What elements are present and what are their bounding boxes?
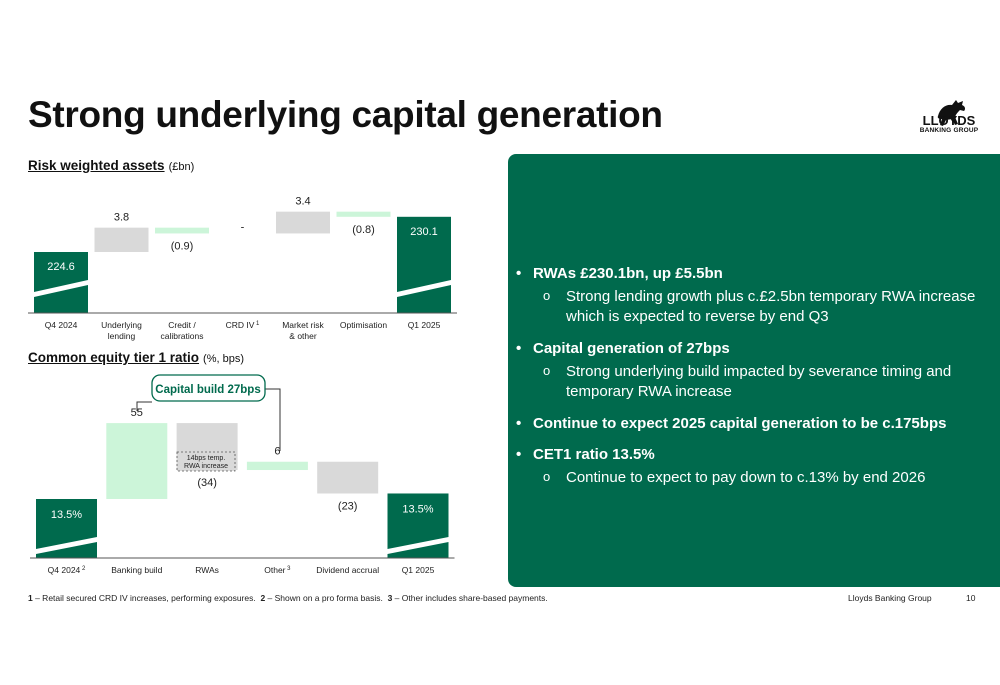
sub-bullet-pay-down: Continue to expect to pay down to c.13% … — [508, 467, 1000, 488]
footer-company: Lloyds Banking Group — [848, 593, 932, 603]
x-tick-label-credit-calibrations-1: calibrations — [161, 331, 204, 341]
footnotes: 1 – Retail secured CRD IV increases, per… — [28, 593, 548, 603]
axis-break-q4-2024 — [34, 280, 88, 297]
bar-dividend-accrual — [317, 461, 379, 494]
bullet-2025-guidance: Continue to expect 2025 capital generati… — [508, 414, 1000, 433]
key-points-panel: RWAs £230.1bn, up £5.5bn Strong lending … — [508, 154, 1000, 587]
x-tick-label-dividend-accrual: Dividend accrual — [316, 565, 379, 575]
bullet-rwas: RWAs £230.1bn, up £5.5bn — [508, 264, 1000, 283]
footnote-1-number: 1 — [28, 593, 33, 603]
data-label-dividend-accrual: (23) — [338, 500, 358, 512]
axis-break-q4-2024 — [36, 537, 97, 554]
page-number: 10 — [966, 593, 976, 603]
cet1-chart-title-text: Common equity tier 1 ratio — [28, 350, 200, 365]
capital-build-callout-text: Capital build 27bps — [155, 384, 260, 396]
x-tick-label-optimisation: Optimisation — [340, 320, 388, 330]
capital-build-bracket-left — [136, 401, 152, 411]
sub-bullet-lending-growth: Strong lending growth plus c.£2.5bn temp… — [508, 286, 1000, 327]
key-points-list: RWAs £230.1bn, up £5.5bn Strong lending … — [508, 254, 1000, 488]
bar-other — [246, 461, 308, 471]
x-tick-label-other: Other 3 — [264, 565, 291, 575]
x-tick-label-q1-2025: Q1 2025 — [408, 320, 441, 330]
data-label-market-risk-other: 3.4 — [295, 196, 310, 208]
axis-break-q1-2025 — [397, 280, 451, 297]
footnote-1-text: – Retail secured CRD IV increases, perfo… — [32, 593, 256, 603]
bar-credit-calibrations — [155, 227, 209, 234]
cet1-chart-unit: (%, bps) — [203, 353, 244, 365]
sub-bullet-underlying-build: Strong underlying build impacted by seve… — [508, 361, 1000, 402]
logo-subtitle: BANKING GROUP — [919, 127, 979, 134]
x-tick-label-underlying-lending-1: lending — [108, 331, 136, 341]
x-tick-label-crd-iv: CRD IV 1 — [226, 320, 260, 330]
bullet-capital-generation: Capital generation of 27bps — [508, 339, 1000, 358]
data-label-other: 6 — [274, 446, 280, 458]
bar-underlying-lending — [94, 227, 149, 252]
data-label-q1-2025: 230.1 — [410, 226, 438, 238]
x-tick-label-rwas: RWAs — [195, 565, 219, 575]
capital-build-bracket-right — [265, 388, 281, 451]
rwa-chart-title: Risk weighted assets (£bn) — [28, 158, 194, 173]
capital-build-callout-box — [151, 374, 266, 402]
data-label-rwas: (34) — [197, 477, 217, 489]
x-tick-label-q4-2024: Q4 2024 — [45, 320, 78, 330]
data-label-underlying-lending: 3.8 — [114, 212, 129, 224]
data-label-optimisation: (0.8) — [352, 224, 375, 236]
rwa-chart-unit: (£bn) — [168, 161, 195, 173]
rwa-chart-title-text: Risk weighted assets — [28, 158, 165, 173]
data-label-credit-calibrations: (0.9) — [171, 240, 194, 252]
x-tick-label-market-risk-other: Market risk — [282, 320, 324, 330]
axis-break-q1-2025 — [387, 537, 449, 554]
logo-wordmark: LLOYDS — [922, 113, 976, 128]
data-label-q1-2025: 13.5% — [402, 503, 433, 515]
x-tick-label-market-risk-other-1: & other — [289, 331, 317, 341]
footnote-2-text: – Shown on a pro forma basis. — [265, 593, 383, 603]
data-label-banking-build: 55 — [131, 407, 143, 419]
footnote-ref-other: 3 — [286, 566, 292, 572]
data-label-q4-2024: 13.5% — [51, 509, 82, 521]
temp-rwa-note-line1: 14bps temp. — [187, 455, 226, 462]
bullet-cet1-ratio: CET1 ratio 13.5% — [508, 445, 1000, 464]
x-tick-label-q1-2025: Q1 2025 — [402, 565, 435, 575]
temp-rwa-note-box — [176, 451, 236, 472]
footnote-ref-q4-2024: 2 — [80, 566, 86, 572]
lloyds-horse-logo-icon — [937, 100, 966, 126]
footnote-3-number: 3 — [387, 593, 393, 603]
temp-rwa-note-line2: RWA increase — [184, 463, 228, 470]
x-tick-label-q4-2024: Q4 2024 2 — [48, 565, 86, 575]
x-tick-label-credit-calibrations: Credit / — [168, 320, 196, 330]
cet1-waterfall-chart: 13.5% Q4 2024 2 55 Banking build (34) RWAs 6 Ot… — [30, 374, 455, 575]
data-label-crd-iv: - — [241, 221, 245, 233]
x-tick-label-banking-build: Banking build — [111, 565, 162, 575]
footnote-ref-crd-iv: 1 — [254, 321, 260, 327]
bar-optimisation — [336, 211, 391, 217]
page-title: Strong underlying capital generation — [28, 94, 663, 135]
footnote-3-text: – Other includes share-based payments. — [392, 593, 548, 603]
bar-banking-build — [106, 423, 168, 499]
bar-market-risk-other — [276, 211, 330, 234]
bar-q1-2025 — [397, 216, 451, 313]
footnote-2-number: 2 — [260, 593, 266, 603]
cet1-chart-title: Common equity tier 1 ratio (%, bps) — [28, 350, 244, 365]
data-label-q4-2024: 224.6 — [47, 261, 75, 273]
x-tick-label-underlying-lending: Underlying — [101, 320, 142, 330]
